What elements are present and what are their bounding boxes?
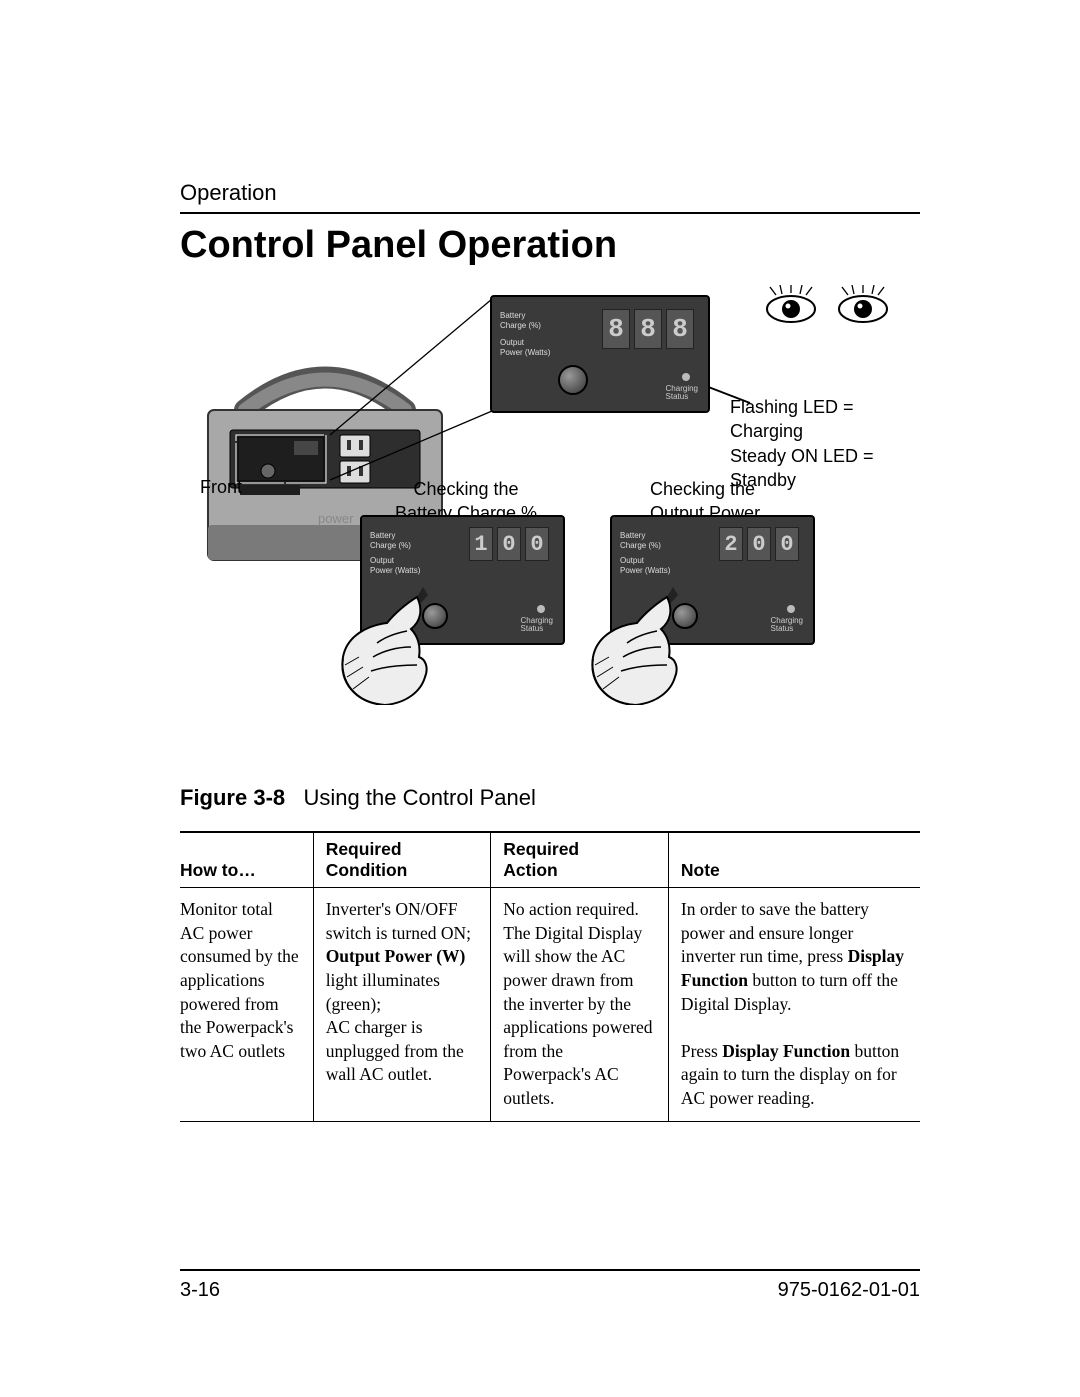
label: Battery: [370, 531, 420, 541]
display-function-button-icon: [558, 365, 588, 395]
cell-condition: Inverter's ON/OFF switch is turned ON; O…: [313, 888, 491, 1122]
col-action: Required Action: [491, 832, 669, 888]
page-footer: 3-16 975-0162-01-01: [180, 1269, 920, 1302]
digit: 2: [719, 527, 743, 561]
panel-label-text: Battery Charge (%) Output Power (Watts): [620, 531, 670, 577]
cell-action: No action required. The Digital Display …: [491, 888, 669, 1122]
text: In order to save the battery power and e…: [681, 899, 869, 966]
label: Output: [500, 338, 550, 348]
label: Status: [521, 625, 553, 633]
figure-number: Figure 3-8: [180, 785, 285, 810]
led-label: Charging Status: [771, 617, 803, 633]
label: Status: [666, 393, 698, 401]
table-header-row: How to… Required Condition Required Acti…: [180, 832, 920, 888]
table-row: Monitor total AC power consumed by the a…: [180, 888, 920, 1122]
col-note: Note: [668, 832, 920, 888]
led-label: Charging Status: [521, 617, 553, 633]
header-line: Condition: [326, 860, 479, 881]
label: Charge (%): [620, 541, 670, 551]
digit: 0: [497, 527, 521, 561]
document-number: 975-0162-01-01: [778, 1279, 920, 1302]
panel-label-text: Battery Charge (%) Output Power (Watts): [500, 311, 550, 359]
label: Battery: [500, 311, 550, 321]
digital-readout: 1 0 0: [469, 527, 549, 561]
label: Charge (%): [500, 321, 550, 331]
text-smallcaps: ON: [441, 923, 466, 943]
digital-readout: 2 0 0: [719, 527, 799, 561]
pointing-hand-icon: [325, 585, 435, 705]
manual-page: Operation Control Panel Operation: [0, 0, 1080, 1397]
digit: 0: [775, 527, 799, 561]
text: AC charger is unplugged from the wall AC…: [326, 1017, 464, 1084]
text: Inverter's: [326, 899, 396, 919]
operation-table: How to… Required Condition Required Acti…: [180, 831, 920, 1122]
text-smallcaps: ON/OFF: [395, 899, 457, 919]
digital-readout: 8 8 8: [602, 309, 694, 349]
label: Power (Watts): [500, 348, 550, 358]
text: light illuminates (green);: [326, 970, 440, 1014]
svg-text:power: power: [318, 511, 354, 526]
callout-line: Flashing LED = Charging: [730, 395, 920, 444]
running-header: Operation: [180, 180, 920, 206]
pointing-hand-icon: [575, 585, 685, 705]
digit: 8: [602, 309, 630, 349]
text: ;: [466, 923, 471, 943]
figure-3-8: power Battery Charge (%) Output Power (W…: [180, 295, 920, 775]
text: Press: [681, 1041, 722, 1061]
col-condition: Required Condition: [313, 832, 491, 888]
header-line: Required: [326, 839, 479, 860]
label: Power (Watts): [370, 566, 420, 576]
led-label: Charging Status: [666, 385, 698, 401]
label: Power (Watts): [620, 566, 670, 576]
cell-howto: Monitor total AC power consumed by the a…: [180, 888, 313, 1122]
header-line: Required: [503, 839, 656, 860]
label: Charge (%): [370, 541, 420, 551]
eyes-icon: [764, 285, 890, 325]
header-rule: [180, 212, 920, 214]
callout-line: Checking the: [395, 477, 537, 501]
display-panel-top: Battery Charge (%) Output Power (Watts) …: [490, 295, 710, 413]
label: Output: [370, 556, 420, 566]
eye-icon: [764, 285, 818, 325]
label: Battery: [620, 531, 670, 541]
digit: 0: [747, 527, 771, 561]
text-bold: Display Function: [722, 1041, 850, 1061]
digit: 8: [666, 309, 694, 349]
label: Output: [620, 556, 670, 566]
text: switch is turned: [326, 923, 441, 943]
charging-led-icon: [537, 605, 545, 613]
cell-note: In order to save the battery power and e…: [668, 888, 920, 1122]
charging-led-icon: [682, 373, 690, 381]
panel-label-text: Battery Charge (%) Output Power (Watts): [370, 531, 420, 577]
section-title: Control Panel Operation: [180, 224, 920, 267]
text-bold: Output Power (W): [326, 946, 466, 966]
label: Status: [771, 625, 803, 633]
digit: 8: [634, 309, 662, 349]
header-line: Action: [503, 860, 656, 881]
digit: 1: [469, 527, 493, 561]
col-howto: How to…: [180, 832, 313, 888]
figure-caption: Figure 3-8 Using the Control Panel: [180, 785, 920, 811]
callout-line: Checking the: [650, 477, 760, 501]
figure-caption-text: Using the Control Panel: [304, 785, 536, 810]
eye-icon: [836, 285, 890, 325]
digit: 0: [525, 527, 549, 561]
front-label: Front: [200, 475, 242, 499]
page-number: 3-16: [180, 1279, 220, 1302]
charging-led-icon: [787, 605, 795, 613]
